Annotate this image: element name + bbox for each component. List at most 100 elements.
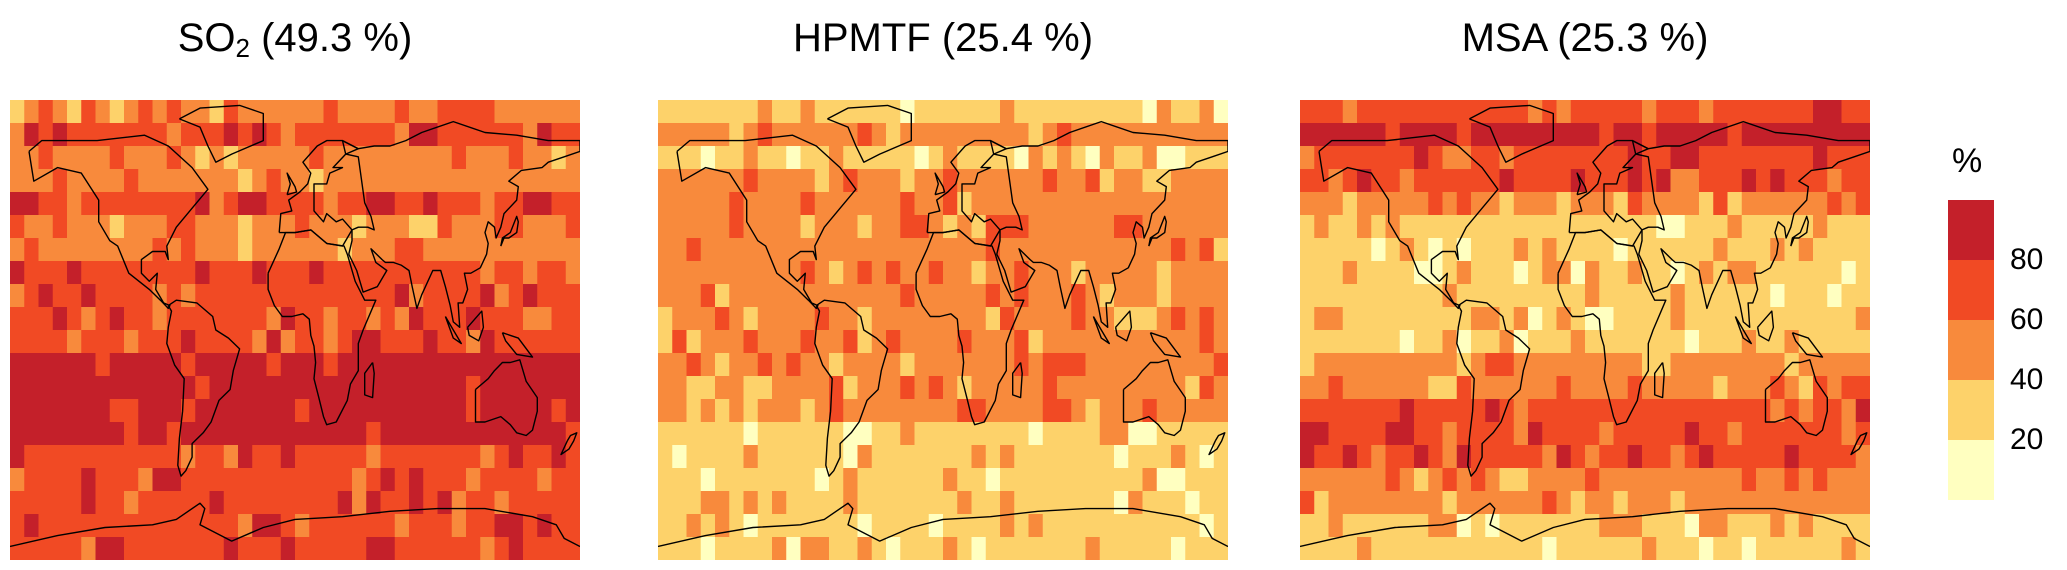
map-grid-cell xyxy=(109,514,125,538)
map-grid-cell xyxy=(1670,376,1686,400)
map-grid-cell xyxy=(686,100,702,124)
map-grid-cell xyxy=(1599,468,1614,492)
map-grid-cell xyxy=(886,284,901,308)
map-grid-cell xyxy=(152,146,168,170)
map-grid-cell xyxy=(52,238,68,262)
map-grid-cell xyxy=(985,307,1001,331)
map-grid-cell xyxy=(1741,353,1757,377)
map-grid-cell xyxy=(181,422,196,446)
map-grid-cell xyxy=(1784,422,1800,446)
map-grid-cell xyxy=(437,468,453,492)
map-grid-cell xyxy=(1713,445,1728,469)
map-grid-cell xyxy=(223,330,239,354)
map-grid-cell xyxy=(1156,445,1172,469)
map-grid-cell xyxy=(67,330,82,354)
map-grid-cell xyxy=(466,468,481,492)
map-grid-cell xyxy=(658,307,673,331)
coastline xyxy=(179,104,264,163)
map-grid-cell xyxy=(1684,169,1700,193)
map-grid-cell xyxy=(1784,376,1800,400)
map-grid-cell xyxy=(1827,468,1842,492)
map-grid-cell xyxy=(1057,376,1072,400)
map-grid-cell xyxy=(409,514,424,538)
map-grid-cell xyxy=(658,123,673,147)
map-grid-cell xyxy=(1499,330,1515,354)
map-grid-cell xyxy=(800,100,816,124)
map-grid-cell xyxy=(1442,192,1458,216)
map-grid-cell xyxy=(1057,537,1072,560)
map-grid-cell xyxy=(928,146,944,170)
map-grid-cell xyxy=(1485,330,1500,354)
map-grid-cell xyxy=(10,215,25,239)
map-grid-cell xyxy=(1713,468,1728,492)
map-grid-cell xyxy=(95,215,111,239)
map-grid-cell xyxy=(1128,100,1143,124)
map-grid-cell xyxy=(238,169,253,193)
map-grid-cell xyxy=(95,261,111,285)
map-grid-cell xyxy=(1770,307,1785,331)
map-grid-cell xyxy=(1399,537,1415,560)
map-grid-cell xyxy=(1085,123,1101,147)
map-grid-cell xyxy=(295,215,310,239)
map-grid-cell xyxy=(309,353,324,377)
map-grid-cell xyxy=(1513,100,1529,124)
map-grid-cell xyxy=(1585,169,1600,193)
map-grid-cell xyxy=(1014,169,1029,193)
map-grid-cell xyxy=(565,100,580,124)
map-grid-cell xyxy=(266,169,282,193)
map-grid-cell xyxy=(1627,468,1643,492)
map-grid-cell xyxy=(1414,537,1429,560)
map-grid-cell xyxy=(1642,491,1657,515)
map-grid-cell xyxy=(266,353,282,377)
color-legend: % 80 60 40 20 xyxy=(1930,130,2060,510)
map-grid-cell xyxy=(138,445,153,469)
map-grid-cell xyxy=(67,537,82,560)
map-grid-cell xyxy=(1442,169,1458,193)
map-grid-cell xyxy=(914,100,930,124)
map-grid-cell xyxy=(1471,123,1486,147)
map-grid-cell xyxy=(1099,445,1115,469)
map-grid-cell xyxy=(1713,491,1728,515)
map-grid-cell xyxy=(480,261,495,285)
map-grid-cell xyxy=(337,537,353,560)
map-grid-cell xyxy=(409,422,424,446)
map-grid-cell xyxy=(786,353,801,377)
map-grid-cell xyxy=(1300,537,1315,560)
map-grid-cell xyxy=(1342,376,1358,400)
map-grid-cell xyxy=(280,330,296,354)
map-grid-cell xyxy=(1656,330,1671,354)
map-grid-cell xyxy=(480,491,495,515)
map-grid-cell xyxy=(1128,514,1143,538)
map-grid-cell xyxy=(886,399,901,423)
map-grid-cell xyxy=(928,491,944,515)
map-grid-cell xyxy=(857,445,873,469)
map-grid-cell xyxy=(857,169,873,193)
map-grid-cell xyxy=(95,399,111,423)
map-grid-cell xyxy=(523,468,538,492)
map-grid-cell xyxy=(1071,376,1086,400)
map-grid-cell xyxy=(309,468,324,492)
map-grid-cell xyxy=(380,123,396,147)
map-grid-cell xyxy=(1057,468,1072,492)
legend-color-bar xyxy=(1948,200,1994,500)
map-grid-cell xyxy=(1556,146,1572,170)
map-grid-cell xyxy=(523,445,538,469)
map-grid-cell xyxy=(1099,146,1115,170)
map-grid-cell xyxy=(1513,445,1529,469)
map-grid-cell xyxy=(1213,123,1228,147)
map-grid-cell xyxy=(1627,284,1643,308)
map-grid-cell xyxy=(537,123,552,147)
map-grid-cell xyxy=(1085,445,1101,469)
map-grid-cell xyxy=(38,284,54,308)
map-grid-cell xyxy=(943,238,958,262)
map-grid-cell xyxy=(1684,215,1700,239)
map-grid-cell xyxy=(886,100,901,124)
map-grid-cell xyxy=(1656,192,1671,216)
map-grid-cell xyxy=(1670,192,1686,216)
map-grid-cell xyxy=(1471,307,1486,331)
map-grid-cell xyxy=(1128,491,1143,515)
map-grid-cell xyxy=(394,445,410,469)
map-grid-cell xyxy=(1813,192,1828,216)
map-grid-cell xyxy=(1656,123,1671,147)
map-grid-cell xyxy=(437,261,453,285)
